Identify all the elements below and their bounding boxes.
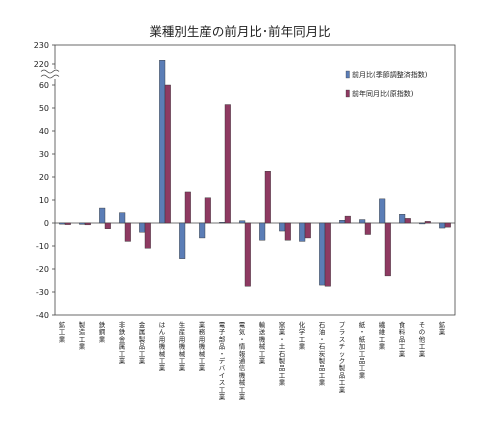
category-label: 窯業・土石製品工業 — [279, 320, 286, 387]
bar — [139, 222, 146, 233]
bar — [419, 222, 426, 225]
y-tick-label: -20 — [36, 265, 49, 274]
bar — [159, 60, 166, 224]
category-label: 電気・情報通信機械工業 — [239, 321, 246, 401]
y-tick-label: 230 — [34, 41, 49, 50]
legend-swatch — [345, 89, 350, 98]
category-label: 鉱工業 — [59, 320, 66, 343]
bar — [299, 222, 306, 242]
y-tick-label: 30 — [39, 150, 49, 159]
y-tick-label: 60 — [39, 81, 49, 90]
y-tick-label: 40 — [39, 127, 49, 136]
bar — [164, 84, 171, 224]
bar — [259, 222, 266, 241]
bar — [64, 222, 71, 225]
category-label: 化学工業 — [299, 320, 306, 351]
axes: 230 220 60 50 40 30 20 10 0 -10 -20 -30 -40 — [34, 41, 456, 320]
bar — [344, 215, 351, 224]
bar — [199, 222, 206, 239]
bar — [319, 222, 326, 286]
y-tick-label: 20 — [39, 173, 49, 182]
category-label: はん用機械工業 — [159, 321, 166, 372]
bar — [84, 222, 91, 226]
bar — [59, 222, 66, 225]
category-label: 食料品工業 — [399, 320, 406, 358]
category-label: 輸送機械工業 — [259, 320, 266, 365]
bar — [444, 222, 451, 228]
plot-frame — [54, 44, 456, 316]
bar — [124, 222, 131, 242]
bar — [144, 222, 151, 249]
axis-break-mask — [39, 69, 61, 79]
y-tick-label: -10 — [36, 242, 49, 251]
y-tick-label: 220 — [34, 60, 49, 69]
category-label: その他工業 — [419, 321, 426, 358]
category-label: 製造工業 — [79, 320, 86, 351]
bar — [404, 218, 411, 224]
category-label: 生産用機械工業 — [179, 320, 186, 372]
legend-label: 前月比(季節調整済指数) — [352, 70, 428, 79]
axis-break-wave — [40, 69, 60, 74]
legend-swatch — [345, 70, 350, 79]
bar — [284, 222, 291, 241]
bar — [244, 222, 251, 287]
category-label: 金属製品工業 — [139, 320, 146, 365]
bar — [324, 222, 331, 287]
bar — [184, 191, 191, 224]
bar — [379, 198, 386, 224]
bar — [339, 220, 346, 224]
category-label: 繊維工業 — [379, 320, 386, 351]
y-tick-label: -30 — [36, 288, 49, 297]
bar — [399, 214, 406, 224]
category-label: 紙・紙加工品工業 — [359, 320, 366, 379]
bar — [219, 222, 226, 224]
bar — [359, 219, 366, 224]
category-label: プラスチック製品工業 — [339, 321, 346, 394]
category-labels: 鉱工業 製造工業 鉄鋼業 非鉄金属工業 金属製品工業 はん用機械工業 生産用機械工業 業務用機… — [59, 320, 446, 401]
bar — [424, 221, 431, 224]
bar — [239, 220, 246, 224]
bars — [59, 60, 451, 287]
bar — [439, 222, 446, 229]
bar — [279, 222, 286, 232]
bar — [364, 222, 371, 235]
category-label: 電子部品・デバイス工業 — [219, 321, 226, 401]
bar — [119, 212, 126, 224]
category-label: 鉄鋼業 — [99, 320, 106, 343]
chart-title: 業種別生産の前月比･前年同月比 — [149, 24, 330, 39]
bar — [179, 222, 186, 259]
legend: 前月比(季節調整済指数) 前年同月比(原指数) — [345, 70, 428, 98]
y-tick-label: 10 — [39, 196, 49, 205]
y-tick-label: -40 — [36, 311, 49, 320]
category-label: 非鉄金属工業 — [119, 320, 126, 365]
bar — [204, 197, 211, 224]
legend-label: 前年同月比(原指数) — [352, 89, 414, 98]
bar — [384, 222, 391, 277]
axis-break-icon — [39, 69, 61, 79]
axis-break-wave — [40, 74, 60, 79]
y-tick-label: 0 — [44, 219, 49, 228]
category-label: 業務用機械工業 — [199, 320, 206, 372]
category-label: 石油・石炭製品工業 — [319, 321, 326, 387]
bar — [99, 207, 106, 224]
bar — [104, 222, 111, 229]
bar — [304, 222, 311, 239]
bar — [79, 222, 86, 225]
bar — [264, 171, 271, 224]
bar — [224, 104, 231, 224]
y-tick-label: 50 — [39, 104, 49, 113]
category-label: 鉱業 — [439, 320, 446, 336]
